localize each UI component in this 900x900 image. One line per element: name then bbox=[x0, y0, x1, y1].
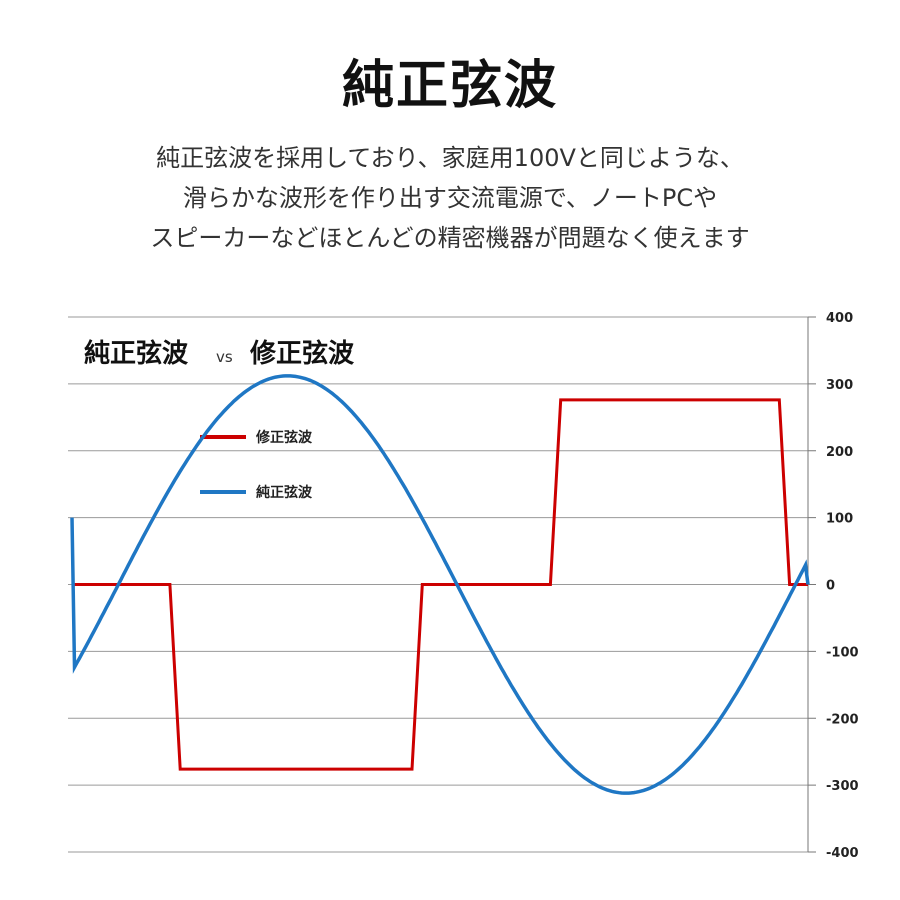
series-lines bbox=[70, 374, 810, 795]
page-title: 純正弦波 bbox=[341, 56, 558, 116]
legend-label-pure-sine: 純正弦波 bbox=[256, 484, 313, 501]
waveform-chart: 400 300 200 100 0 -100 -200 -300 -400 純正弦波 vs 修正… bbox=[68, 311, 859, 861]
chart-title-part-1: 純正弦波 bbox=[84, 338, 189, 369]
y-tick-label: -400 bbox=[826, 846, 859, 861]
chart-title-part-2: 修正弦波 bbox=[249, 338, 355, 369]
y-tick-label: 200 bbox=[826, 445, 853, 460]
series-line-pure-sine bbox=[70, 374, 810, 795]
description-line-3: スピーカーなどほとんどの精密機器が問題なく使えます bbox=[150, 224, 750, 252]
series-line-modified-sine bbox=[72, 398, 808, 771]
y-tick-labels: 400 300 200 100 0 -100 -200 -300 -400 bbox=[826, 311, 859, 861]
description-line-2: 滑らかな波形を作り出す交流電源で、ノートPCや bbox=[182, 184, 718, 212]
description-line-1: 純正弦波を採用しており、家庭用100Vと同じような、 bbox=[156, 144, 744, 172]
y-tick-label: 400 bbox=[826, 311, 853, 326]
legend: 修正弦波 純正弦波 bbox=[200, 429, 313, 501]
y-tick-label: -200 bbox=[826, 712, 859, 727]
y-tick-label: -100 bbox=[826, 645, 859, 660]
y-tick-label: 100 bbox=[826, 512, 853, 527]
y-tick-label: 0 bbox=[826, 579, 835, 594]
y-tick-label: -300 bbox=[826, 779, 859, 794]
chart-title-vs: vs bbox=[216, 348, 233, 366]
legend-label-modified-sine: 修正弦波 bbox=[255, 429, 313, 446]
y-tick-label: 300 bbox=[826, 378, 853, 393]
description: 純正弦波を採用しており、家庭用100Vと同じような、 滑らかな波形を作り出す交流… bbox=[0, 138, 900, 258]
y-axis bbox=[807, 316, 816, 853]
